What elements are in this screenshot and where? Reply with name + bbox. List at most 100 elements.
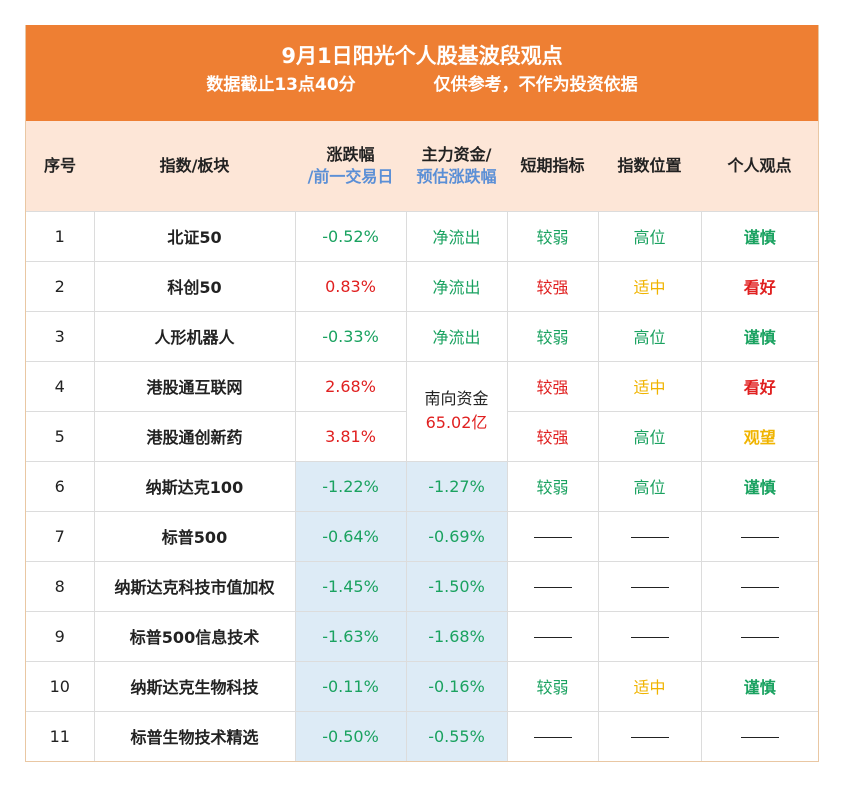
row-view: 谨慎 (700, 310, 818, 361)
row-seq: 9 (26, 610, 94, 661)
row-short-term (506, 610, 598, 661)
row-view (700, 560, 818, 611)
table-row: 3 人形机器人 -0.33% 净流出 较弱 高位 谨慎 (26, 310, 818, 361)
dash-placeholder (630, 536, 669, 538)
row-change: -0.11% (294, 660, 406, 711)
table-row: 9 标普500信息技术 -1.63% -1.68% (26, 610, 818, 661)
title-bar: 9月1日阳光个人股基波段观点 数据截止13点40分 仅供参考，不作为投资依据 (26, 25, 818, 121)
row-index-name: 科创50 (93, 260, 295, 311)
header-capital-label: 主力资金/ (421, 144, 492, 164)
row-change: 2.68% (294, 360, 406, 411)
southbound-capital-label: 南向资金 (424, 389, 489, 408)
row-position: 适中 (597, 660, 701, 711)
row-seq: 3 (26, 310, 94, 361)
header-short-term: 短期指标 (520, 155, 585, 175)
southbound-capital-value: 65.02亿 (425, 413, 488, 432)
row-change: -0.50% (294, 710, 406, 761)
report-card: 9月1日阳光个人股基波段观点 数据截止13点40分 仅供参考，不作为投资依据 序号… (25, 25, 819, 762)
header-capital: 主力资金/ 预估涨跌幅 (406, 121, 507, 211)
row-seq: 6 (26, 460, 94, 511)
row-view: 谨慎 (700, 460, 818, 511)
dash-placeholder (740, 586, 779, 588)
dash-placeholder (630, 736, 669, 738)
row-position (597, 510, 701, 561)
dash-placeholder (630, 586, 669, 588)
row-capital: -0.55% (405, 710, 507, 761)
row-position: 适中 (597, 260, 701, 311)
row-index-name: 港股通互联网 (93, 360, 295, 411)
row-change: -1.22% (294, 460, 406, 511)
header-view: 个人观点 (727, 155, 792, 175)
row-seq: 5 (26, 410, 94, 461)
report-subtitle: 数据截止13点40分 仅供参考，不作为投资依据 (26, 73, 818, 97)
row-index-name: 纳斯达克生物科技 (93, 660, 295, 711)
header-change-label: 涨跌幅 (326, 144, 375, 164)
row-capital: 净流出 (405, 210, 507, 261)
row-view (700, 610, 818, 661)
row-capital: -1.50% (405, 560, 507, 611)
row-seq: 2 (26, 260, 94, 311)
row-index-name: 港股通创新药 (93, 410, 295, 461)
table-row: 4 港股通互联网 2.68% 南向资金 65.02亿 较强 适中 看好 (26, 360, 818, 461)
header-position: 指数位置 (617, 155, 682, 175)
row-position: 高位 (597, 460, 701, 511)
table-row: 11 标普生物技术精选 -0.50% -0.55% (26, 710, 818, 761)
row-capital: 净流出 (405, 310, 507, 361)
header-capital-sub: 预估涨跌幅 (416, 166, 497, 186)
dash-placeholder (533, 636, 572, 638)
row-view (700, 510, 818, 561)
row-view: 看好 (700, 260, 818, 311)
row-seq: 4 (26, 360, 94, 411)
row-seq: 1 (26, 210, 94, 261)
row-short-term (506, 710, 598, 761)
table-row: 8 纳斯达克科技市值加权 -1.45% -1.50% (26, 560, 818, 611)
row-view: 谨慎 (700, 210, 818, 261)
dash-placeholder (740, 636, 779, 638)
data-cutoff-note: 数据截止13点40分 (206, 75, 356, 95)
row-change: 0.83% (294, 260, 406, 311)
header-change: 涨跌幅 /前一交易日 (295, 121, 406, 211)
header-seq: 序号 (43, 155, 76, 175)
row-view: 看好 (700, 360, 818, 411)
row-index-name: 标普500信息技术 (93, 610, 295, 661)
row-short-term: 较弱 (506, 460, 598, 511)
table-row: 2 科创50 0.83% 净流出 较强 适中 看好 (26, 260, 818, 311)
row-change: -0.33% (294, 310, 406, 361)
southbound-capital-cell: 南向资金 65.02亿 (405, 360, 507, 461)
row-index-name: 标普500 (93, 510, 295, 561)
row-short-term (506, 560, 598, 611)
row-view: 谨慎 (700, 660, 818, 711)
row-index-name: 标普生物技术精选 (93, 710, 295, 761)
dash-placeholder (630, 636, 669, 638)
row-capital: -1.27% (405, 460, 507, 511)
row-seq: 8 (26, 560, 94, 611)
row-index-name: 人形机器人 (93, 310, 295, 361)
dash-placeholder (740, 536, 779, 538)
row-change: -0.52% (294, 210, 406, 261)
row-change: -1.63% (294, 610, 406, 661)
row-index-name: 北证50 (93, 210, 295, 261)
row-position: 高位 (597, 210, 701, 261)
header-change-sub: /前一交易日 (307, 166, 394, 186)
row-short-term: 较弱 (506, 660, 598, 711)
row-seq: 11 (26, 710, 94, 761)
row-position (597, 710, 701, 761)
row-short-term: 较弱 (506, 210, 598, 261)
disclaimer-note: 仅供参考，不作为投资依据 (433, 75, 638, 95)
row-view: 观望 (700, 410, 818, 461)
table-body: 1 北证50 -0.52% 净流出 较弱 高位 谨慎 2 科创50 0.83% 净流出 较强 适中 看好 3… (26, 210, 818, 761)
table-header-row: 序号 指数/板块 涨跌幅 /前一交易日 主力资金/ 预估涨跌幅 短期指标 指数位… (26, 121, 818, 211)
row-seq: 7 (26, 510, 94, 561)
viewpoint-table: 序号 指数/板块 涨跌幅 /前一交易日 主力资金/ 预估涨跌幅 短期指标 指数位… (26, 121, 818, 761)
row-short-term: 较强 (506, 410, 598, 461)
dash-placeholder (740, 736, 779, 738)
row-change: -1.45% (294, 560, 406, 611)
row-capital: 净流出 (405, 260, 507, 311)
row-capital: -0.69% (405, 510, 507, 561)
row-short-term: 较弱 (506, 310, 598, 361)
row-short-term (506, 510, 598, 561)
header-index: 指数/板块 (159, 155, 230, 175)
row-position: 高位 (597, 310, 701, 361)
table-row: 10 纳斯达克生物科技 -0.11% -0.16% 较弱 适中 谨慎 (26, 660, 818, 711)
row-index-name: 纳斯达克100 (93, 460, 295, 511)
